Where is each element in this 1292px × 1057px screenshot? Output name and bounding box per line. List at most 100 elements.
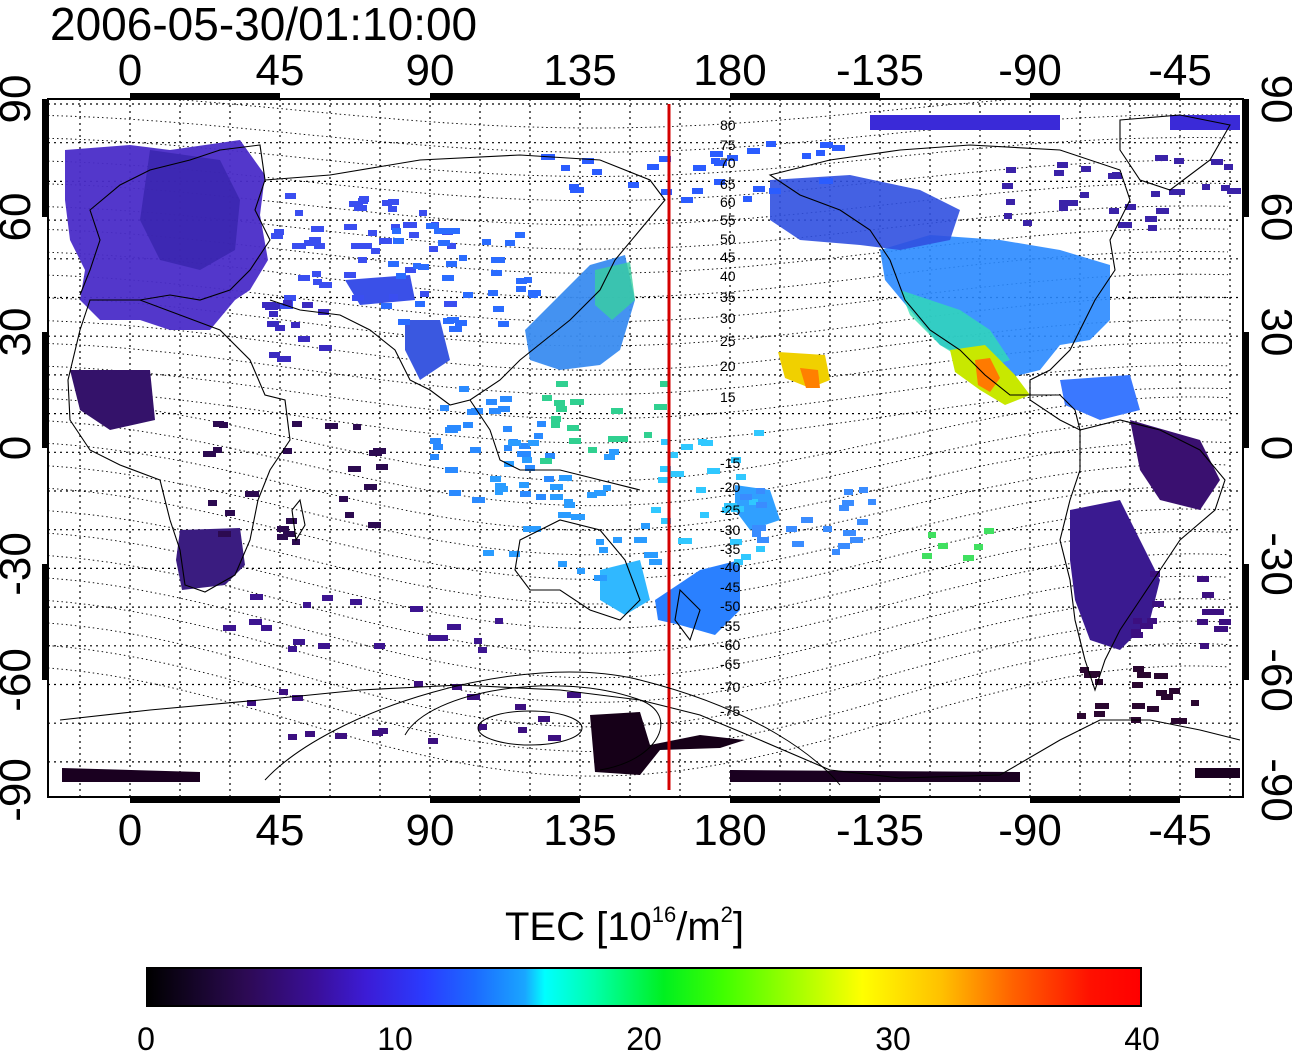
tec-cell: [711, 158, 720, 164]
colorbar-tick-label: 40: [1124, 1021, 1160, 1057]
longitude-tick-label: -45: [1148, 46, 1212, 95]
tec-cell: [309, 237, 321, 243]
tec-cell: [271, 303, 280, 309]
tec-cell: [922, 553, 932, 559]
tec-cell: [305, 731, 315, 737]
tec-cell: [1059, 205, 1068, 211]
tec-cell: [409, 232, 419, 238]
dip-contour: [48, 530, 1229, 630]
tec-patch-antarctica-west: [62, 768, 200, 782]
tec-cell: [434, 228, 447, 234]
tec-cell: [249, 619, 262, 625]
tec-cell: [447, 624, 461, 630]
tec-cell: [1132, 682, 1143, 688]
tec-cell: [644, 432, 652, 438]
tec-cell: [678, 538, 692, 544]
tec-cell: [551, 416, 561, 422]
tec-cell: [428, 738, 438, 744]
tec-cell: [647, 164, 659, 170]
tec-cell: [1213, 609, 1224, 615]
tec-cell: [261, 625, 272, 631]
tec-cell: [542, 395, 552, 401]
dip-contour: [48, 441, 1229, 531]
tec-cell: [292, 421, 302, 427]
tec-cell: [444, 301, 457, 307]
tec-cell: [371, 248, 380, 254]
tec-cell: [1109, 208, 1119, 214]
tec-cell: [463, 422, 473, 428]
tec-cell: [1080, 192, 1089, 198]
tec-patch-pacific-hot-red: [800, 368, 820, 388]
coast-greenland: [1119, 114, 1231, 191]
tec-cell: [283, 300, 292, 306]
tec-cell: [447, 425, 461, 431]
coast-madagascar: [291, 498, 306, 542]
coast-antarctica: [59, 684, 1241, 779]
tec-cell: [714, 179, 725, 185]
tec-cell: [1087, 671, 1100, 677]
tec-cell: [868, 499, 876, 505]
dip-contour-label: 75: [720, 137, 736, 153]
tec-cell: [734, 559, 743, 565]
tec-cell: [1200, 643, 1209, 649]
tec-cell: [398, 319, 410, 325]
tec-cell: [283, 448, 292, 454]
tec-cell: [1133, 666, 1144, 672]
tec-cell: [291, 322, 300, 328]
dip-contour-label: -70: [720, 679, 740, 695]
tec-cell: [1140, 623, 1153, 629]
tec-cell: [692, 188, 703, 194]
tec-cell: [490, 476, 501, 482]
tec-patch-antarctica-se: [1195, 768, 1240, 778]
tec-cell: [756, 488, 765, 494]
dip-contour: [48, 418, 1229, 507]
tec-cell: [550, 484, 563, 490]
dip-contour: [48, 137, 1229, 177]
tec-cell: [1059, 200, 1068, 206]
tec-cell: [495, 618, 503, 624]
tec-cell: [698, 439, 707, 445]
tec-cell: [279, 689, 288, 695]
tec-cell: [420, 291, 429, 297]
tec-cell: [430, 223, 438, 229]
dip-contour-pole-inner: [477, 710, 583, 746]
tec-cell: [1202, 609, 1215, 615]
tec-cell: [518, 727, 527, 733]
tec-cell: [283, 531, 295, 537]
tec-cell: [544, 476, 554, 482]
colorbar-tick-label: 10: [377, 1021, 413, 1057]
tec-cell: [551, 420, 559, 426]
tec-cell: [459, 255, 467, 261]
tec-patch-india: [405, 320, 450, 380]
tec-cell: [388, 199, 399, 205]
latitude-tick-label: 30: [0, 308, 40, 357]
tec-cell: [842, 500, 854, 506]
tec-cell: [374, 643, 385, 649]
tec-cell: [285, 193, 296, 199]
tec-cell: [1202, 592, 1214, 598]
tec-cell: [1094, 711, 1105, 717]
tec-cell: [1137, 672, 1151, 678]
tec-cell: [743, 196, 752, 202]
tec-cell: [567, 425, 579, 431]
longitude-tick-label: 45: [256, 806, 305, 855]
tec-cell: [707, 468, 720, 474]
tec-cell: [608, 436, 620, 442]
tec-cell: [1169, 688, 1180, 694]
bottom-longitude-labels: 0 45 90 135 180 -135 -90 -45: [118, 806, 1212, 855]
tec-cell: [1095, 679, 1103, 685]
latitude-tick-label: -30: [0, 532, 40, 596]
tec-cell: [213, 447, 222, 453]
tec-cell: [681, 197, 693, 203]
tec-cell: [1197, 619, 1208, 625]
tec-cell: [247, 700, 256, 706]
tec-cell: [1133, 618, 1142, 624]
tec-cell: [516, 278, 527, 284]
tec-cell: [508, 440, 521, 446]
tec-cell: [857, 519, 868, 525]
tec-cell: [832, 145, 845, 151]
tec-cell: [1219, 619, 1231, 625]
tec-cell: [274, 229, 284, 235]
dip-contour: [48, 182, 1229, 226]
tec-cell: [438, 240, 450, 246]
